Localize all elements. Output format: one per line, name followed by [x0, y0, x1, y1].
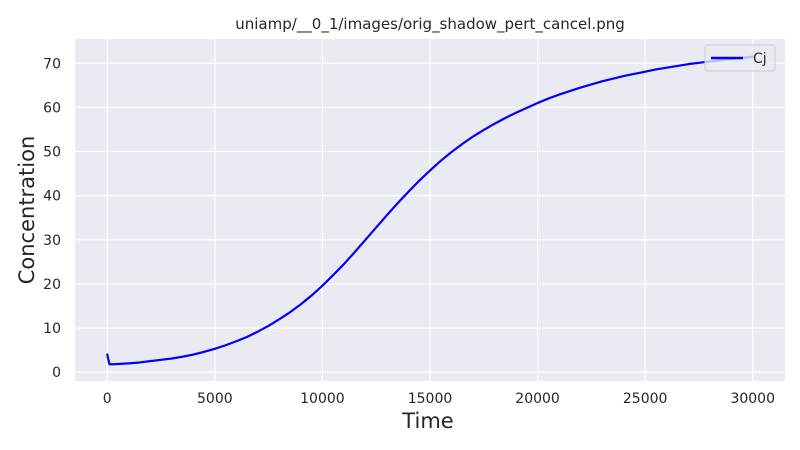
chart-title: uniamp/__0_1/images/orig_shadow_pert_can…: [235, 15, 625, 34]
y-tick-label: 60: [43, 100, 61, 116]
y-tick-label: 40: [43, 189, 61, 205]
x-tick-label: 25000: [623, 391, 668, 407]
y-tick-label: 10: [43, 321, 61, 337]
x-tick-label: 15000: [408, 391, 453, 407]
y-axis-label: Concentration: [15, 136, 39, 285]
x-tick-label: 20000: [515, 391, 560, 407]
x-tick-labels: 0 5000 10000 15000 20000 25000 30000: [103, 391, 775, 407]
x-tick-label: 5000: [197, 391, 233, 407]
y-tick-label: 30: [43, 233, 61, 249]
x-tick-label: 30000: [730, 391, 775, 407]
y-tick-label: 20: [43, 277, 61, 293]
x-tick-label: 0: [103, 391, 112, 407]
y-tick-label: 70: [43, 56, 61, 72]
series-line-cj: [106, 55, 754, 366]
y-tick-labels: 0 10 20 30 40 50 60 70: [43, 56, 61, 381]
legend-label-cj: Cj: [753, 51, 767, 67]
series-lines: [106, 55, 754, 366]
y-tick-label: 50: [43, 145, 61, 161]
grid: [75, 39, 785, 381]
x-axis-label: Time: [401, 409, 453, 433]
legend: Cj: [704, 44, 776, 72]
y-tick-label: 0: [52, 365, 61, 381]
x-tick-label: 10000: [300, 391, 345, 407]
